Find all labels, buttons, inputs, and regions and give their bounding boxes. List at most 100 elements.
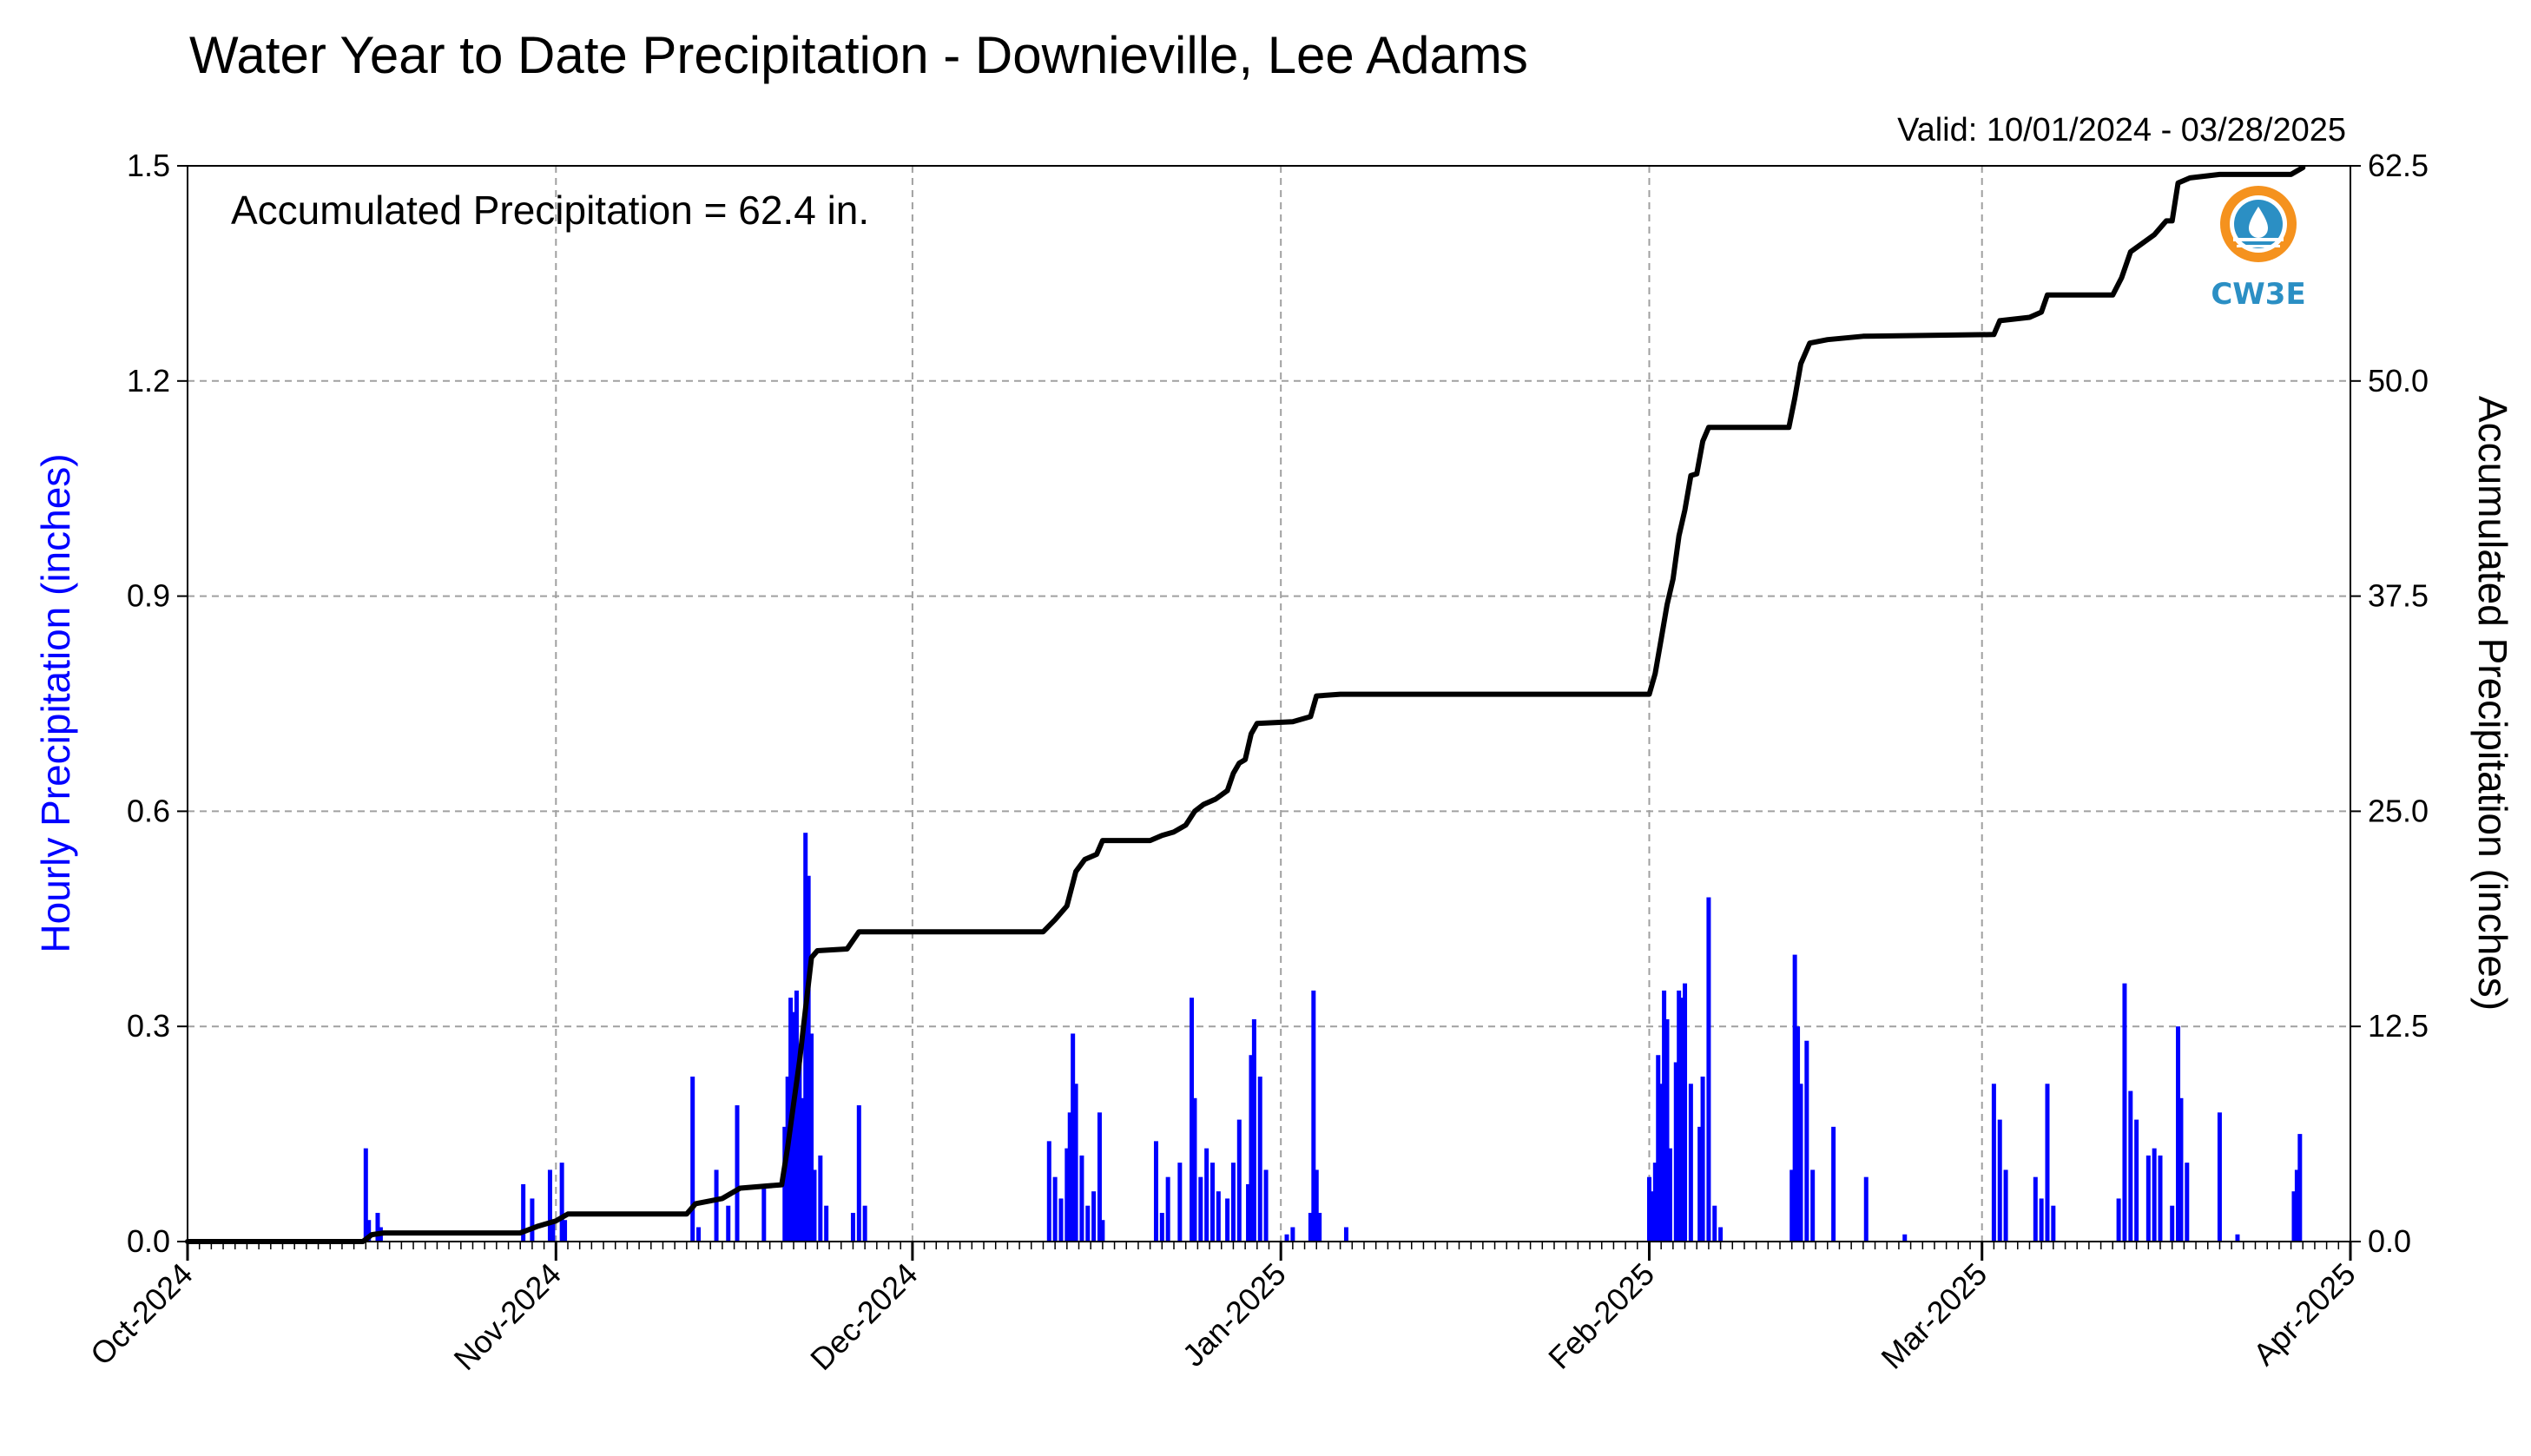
- chart-subtitle: Valid: 10/01/2024 - 03/28/2025: [1897, 112, 2346, 148]
- logo-wave: [2233, 238, 2284, 241]
- hourly-bar: [1658, 1084, 1664, 1242]
- hourly-bar: [726, 1205, 731, 1242]
- y-tick-label-right: 12.5: [2368, 1008, 2429, 1044]
- y-tick-label-left: 1.5: [127, 148, 170, 183]
- hourly-bar: [1997, 1119, 2002, 1242]
- hourly-bar: [2033, 1176, 2038, 1242]
- hourly-bar: [1831, 1126, 1836, 1242]
- hourly-bar: [1664, 1018, 1670, 1242]
- hourly-bar: [1251, 1018, 1256, 1242]
- hourly-bar: [366, 1220, 372, 1242]
- hourly-bar: [803, 833, 808, 1242]
- hourly-bar: [1064, 1148, 1070, 1242]
- hourly-bar: [1646, 1176, 1651, 1242]
- hourly-bar: [1073, 1084, 1078, 1242]
- water-drop-icon: [2249, 207, 2268, 238]
- hourly-bar: [1284, 1234, 1289, 1242]
- hourly-bar: [1263, 1169, 1269, 1242]
- hourly-bar: [806, 875, 811, 1242]
- hourly-bar: [2145, 1155, 2151, 1242]
- hourly-bar: [1662, 990, 1667, 1242]
- hourly-bar: [714, 1169, 719, 1242]
- hourly-bar: [2003, 1169, 2008, 1242]
- hourly-bar: [1712, 1205, 1717, 1242]
- hourly-bar: [1249, 1055, 1254, 1242]
- hourly-bar: [2039, 1198, 2044, 1242]
- hourly-bar: [824, 1205, 829, 1242]
- hourly-bar: [2235, 1234, 2240, 1242]
- hourly-bar: [1317, 1212, 1322, 1242]
- hourly-bar: [2294, 1169, 2299, 1242]
- hourly-bar: [1311, 990, 1316, 1242]
- hourly-bar: [1209, 1163, 1215, 1242]
- y-tick-label-left: 0.9: [127, 578, 170, 614]
- hourly-bar: [1683, 983, 1688, 1242]
- hourly-bar: [1679, 998, 1684, 1242]
- logo-text: CW3E: [2211, 277, 2305, 312]
- plot-frame: [187, 165, 2351, 1242]
- hourly-bar: [1257, 1077, 1262, 1242]
- y-tick-label-left: 0.3: [127, 1008, 170, 1044]
- hourly-bar: [1192, 1097, 1197, 1242]
- y-tick-label-right: 62.5: [2368, 148, 2429, 183]
- hourly-bar: [800, 1097, 805, 1242]
- y-tick-label-right: 50.0: [2368, 363, 2429, 399]
- hourly-bar: [2185, 1163, 2190, 1242]
- hourly-bar: [809, 1033, 814, 1242]
- hourly-bar: [862, 1205, 867, 1242]
- hourly-bar: [1216, 1191, 1221, 1242]
- y-tick-label-left: 0.6: [127, 793, 170, 828]
- y-tick-label-right: 0.0: [2368, 1223, 2411, 1259]
- hourly-bar: [2128, 1090, 2133, 1242]
- hourly-bar: [1246, 1183, 1251, 1242]
- x-tick-label: Mar-2025: [1874, 1256, 1994, 1376]
- hourly-bar: [1153, 1141, 1158, 1242]
- hourly-precipitation-bars: [363, 833, 2303, 1242]
- hourly-bar: [1067, 1112, 1072, 1242]
- accumulated-annotation: Accumulated Precipitation = 62.4 in.: [231, 188, 869, 233]
- hourly-bar: [2170, 1205, 2175, 1242]
- hourly-bar: [1343, 1227, 1348, 1242]
- hourly-bar: [2152, 1148, 2157, 1242]
- hourly-bar: [1902, 1234, 1908, 1242]
- x-tick-label: Oct-2024: [83, 1256, 200, 1373]
- hourly-bar: [812, 1169, 817, 1242]
- y-tick-label-right: 37.5: [2368, 578, 2429, 614]
- hourly-bar: [794, 990, 799, 1242]
- hourly-bar: [2116, 1198, 2121, 1242]
- hourly-bar: [2134, 1119, 2139, 1242]
- hourly-bar: [690, 1077, 695, 1242]
- right-y-axis: 0.0 12.5 25.0 37.5 50.0 62.5: [2350, 148, 2429, 1259]
- hourly-bar: [1314, 1169, 1319, 1242]
- hourly-bar: [559, 1163, 564, 1242]
- hourly-bar: [856, 1105, 861, 1242]
- cw3e-logo: CW3E: [2211, 186, 2306, 312]
- x-tick-label: Nov-2024: [447, 1256, 568, 1377]
- hourly-bar: [1290, 1227, 1295, 1242]
- hourly-bar: [1204, 1148, 1209, 1242]
- hourly-bar: [1677, 990, 1682, 1242]
- left-y-axis: 0.0 0.3 0.6 0.9 1.2 1.5: [127, 148, 188, 1259]
- hourly-bar: [1091, 1191, 1097, 1242]
- hourly-bar: [1079, 1155, 1084, 1242]
- hourly-bar: [1810, 1169, 1816, 1242]
- hourly-bar: [1706, 897, 1711, 1242]
- hourly-bar: [1863, 1176, 1869, 1242]
- x-tick-label: Apr-2025: [2246, 1256, 2363, 1373]
- right-axis-label: Accumulated Precipitation (inches): [2470, 396, 2515, 1011]
- hourly-bar: [2045, 1084, 2050, 1242]
- hourly-bar: [1046, 1141, 1051, 1242]
- hourly-bar: [797, 1062, 802, 1242]
- hourly-bar: [563, 1220, 568, 1242]
- hourly-bar: [818, 1155, 823, 1242]
- hourly-bar: [1236, 1119, 1242, 1242]
- grid: [188, 166, 2350, 1242]
- accumulated-line: [185, 165, 2306, 1244]
- hourly-bar: [1225, 1198, 1230, 1242]
- hourly-bar: [2217, 1112, 2222, 1242]
- hourly-bar: [2158, 1155, 2163, 1242]
- hourly-bar: [850, 1212, 855, 1242]
- hourly-bar: [1177, 1163, 1183, 1242]
- y-tick-label-left: 1.2: [127, 363, 170, 399]
- hourly-bar: [1052, 1176, 1058, 1242]
